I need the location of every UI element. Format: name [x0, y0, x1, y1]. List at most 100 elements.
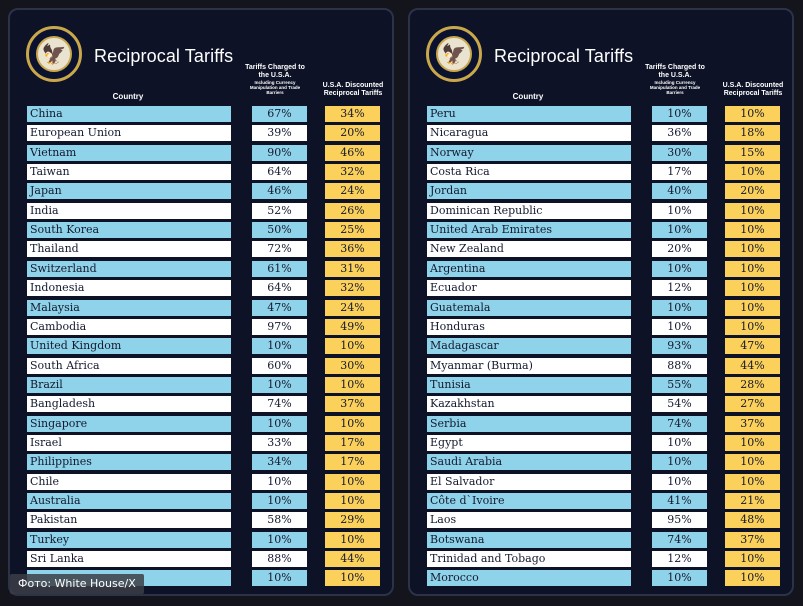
charged-cell: 33% — [252, 434, 307, 451]
discounted-cell: 10% — [725, 570, 780, 587]
discounted-cell: 10% — [725, 299, 780, 316]
charged-cell: 20% — [652, 241, 707, 258]
country-cell: Japan — [27, 183, 231, 200]
charged-cell: 72% — [252, 241, 307, 258]
country-cell: Myanmar (Burma) — [427, 357, 631, 374]
country-cell: India — [27, 202, 231, 219]
country-cell: Serbia — [427, 415, 631, 432]
discounted-cell: 26% — [325, 202, 380, 219]
discounted-cell: 10% — [325, 473, 380, 490]
country-cell: Saudi Arabia — [427, 454, 631, 471]
country-cell: Tunisia — [427, 376, 631, 393]
country-cell: Honduras — [427, 318, 631, 335]
country-cell: Chile — [27, 473, 231, 490]
table-row: Malaysia 47% 24% — [10, 299, 392, 316]
table-row: Dominican Republic 10% 10% — [410, 202, 792, 219]
charged-cell: 10% — [252, 376, 307, 393]
country-cell: Nicaragua — [427, 125, 631, 142]
country-cell: Costa Rica — [427, 164, 631, 181]
discounted-cell: 10% — [725, 106, 780, 122]
table-row: Israel 33% 17% — [10, 434, 392, 451]
table-row: South Korea 50% 25% — [10, 222, 392, 239]
country-cell: Madagascar — [427, 338, 631, 355]
country-cell: Vietnam — [27, 144, 231, 161]
table-row: Egypt 10% 10% — [410, 434, 792, 451]
charged-cell: 67% — [252, 106, 307, 122]
table-row: Botswana 74% 37% — [410, 531, 792, 548]
charged-cell: 61% — [252, 260, 307, 277]
table-row: China 67% 34% — [10, 106, 392, 122]
discounted-cell: 20% — [325, 125, 380, 142]
country-cell: El Salvador — [427, 473, 631, 490]
table-row: Cambodia 97% 49% — [10, 318, 392, 335]
table-row: Honduras 10% 10% — [410, 318, 792, 335]
discounted-cell: 10% — [725, 241, 780, 258]
discounted-cell: 49% — [325, 318, 380, 335]
country-cell: United Arab Emirates — [427, 222, 631, 239]
country-cell: Egypt — [427, 434, 631, 451]
discounted-cell: 32% — [325, 164, 380, 181]
discounted-cell: 10% — [725, 280, 780, 297]
table-row: Indonesia 64% 32% — [10, 280, 392, 297]
charged-cell: 93% — [652, 338, 707, 355]
country-cell: Norway — [427, 144, 631, 161]
country-cell: Thailand — [27, 241, 231, 258]
charged-cell: 10% — [652, 202, 707, 219]
panel-title: Reciprocal Tariffs — [494, 46, 634, 66]
charged-cell: 10% — [252, 473, 307, 490]
country-cell: Singapore — [27, 415, 231, 432]
charged-cell: 39% — [252, 125, 307, 142]
table-row: India 52% 26% — [10, 202, 392, 219]
discounted-cell: 10% — [325, 531, 380, 548]
country-cell: Trinidad and Tobago — [427, 551, 631, 568]
table-row: Costa Rica 17% 10% — [410, 164, 792, 181]
charged-cell: 47% — [252, 299, 307, 316]
table-row: Myanmar (Burma) 88% 44% — [410, 357, 792, 374]
header-country: Country — [112, 92, 144, 101]
country-cell: Kazakhstan — [427, 396, 631, 413]
discounted-cell: 10% — [725, 260, 780, 277]
presidential-seal-icon: 🦅 — [26, 26, 82, 82]
charged-cell: 58% — [252, 512, 307, 529]
table-row: Serbia 74% 37% — [410, 415, 792, 432]
discounted-cell: 10% — [725, 434, 780, 451]
table-row: Morocco 10% 10% — [410, 570, 792, 587]
charged-cell: 74% — [652, 531, 707, 548]
charged-cell: 10% — [252, 531, 307, 548]
country-cell: New Zealand — [427, 241, 631, 258]
charged-cell: 34% — [252, 454, 307, 471]
discounted-cell: 10% — [725, 164, 780, 181]
country-cell: Jordan — [427, 183, 631, 200]
table-row: Nicaragua 36% 18% — [410, 125, 792, 142]
table-row: Madagascar 93% 47% — [410, 338, 792, 355]
header-charged-label: Tariffs Charged to the U.S.A. — [245, 64, 305, 79]
charged-cell: 10% — [652, 318, 707, 335]
country-cell: South Korea — [27, 222, 231, 239]
discounted-cell: 21% — [725, 493, 780, 509]
table-row: Norway 30% 15% — [410, 144, 792, 161]
charged-cell: 10% — [652, 473, 707, 490]
country-cell: Laos — [427, 512, 631, 529]
charged-cell: 10% — [252, 338, 307, 355]
country-cell: Malaysia — [27, 299, 231, 316]
table-row: Japan 46% 24% — [10, 183, 392, 200]
discounted-cell: 18% — [725, 125, 780, 142]
discounted-cell: 46% — [325, 144, 380, 161]
discounted-cell: 28% — [725, 376, 780, 393]
charged-cell: 10% — [652, 222, 707, 239]
charged-cell: 88% — [252, 551, 307, 568]
charged-cell: 10% — [252, 415, 307, 432]
header-charged: Tariffs Charged to the U.S.A. Including … — [242, 64, 308, 95]
table-row: Argentina 10% 10% — [410, 260, 792, 277]
table-row: Ecuador 12% 10% — [410, 280, 792, 297]
discounted-cell: 25% — [325, 222, 380, 239]
charged-cell: 12% — [652, 551, 707, 568]
country-cell: United Kingdom — [27, 338, 231, 355]
discounted-cell: 24% — [325, 299, 380, 316]
discounted-cell: 37% — [725, 415, 780, 432]
discounted-cell: 31% — [325, 260, 380, 277]
panel-title: Reciprocal Tariffs — [94, 46, 234, 66]
country-cell: Côte d`Ivoire — [427, 493, 631, 509]
header-charged-label: Tariffs Charged to the U.S.A. — [645, 64, 705, 79]
discounted-cell: 44% — [725, 357, 780, 374]
